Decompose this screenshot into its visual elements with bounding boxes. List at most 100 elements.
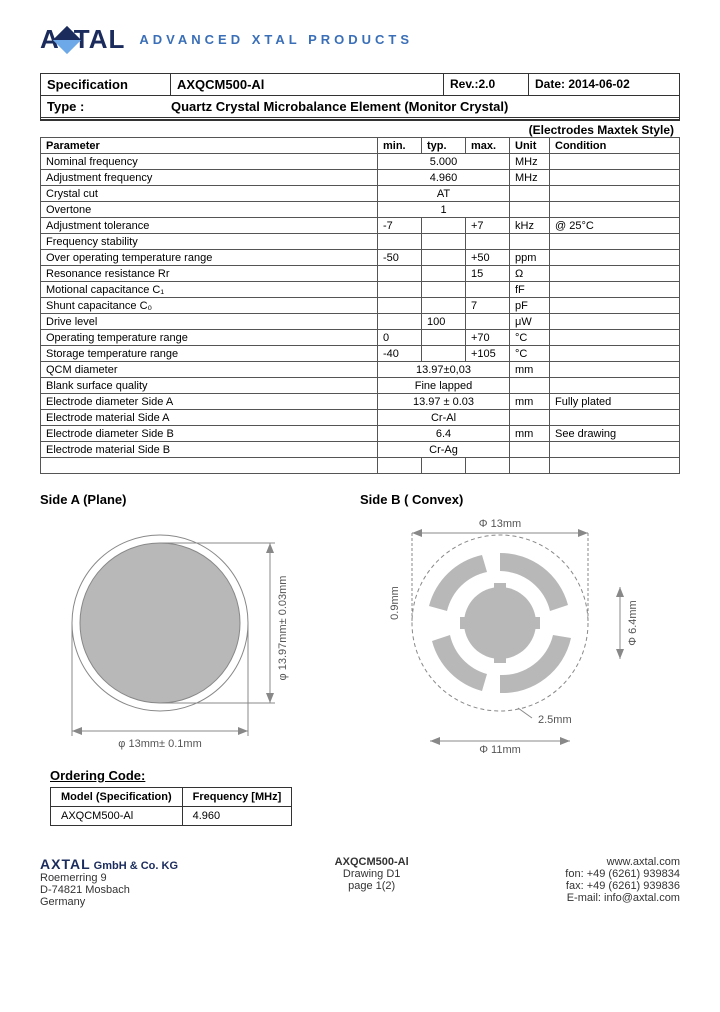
spec-model: AXQCM500-Al [171,74,444,95]
table-row: Crystal cutAT [41,186,680,202]
cell-max: 7 [466,298,510,314]
cell-param: Blank surface quality [41,378,378,394]
cell-typ: 5.000 [378,154,510,170]
cell-cond: See drawing [550,426,680,442]
cell-cond [550,458,680,474]
cell-typ [422,346,466,362]
header-row: A TAL ADVANCED XTAL PRODUCTS [40,24,680,55]
dim-b13: Φ 13mm [479,518,521,530]
cell-typ [422,298,466,314]
cell-unit: °C [510,346,550,362]
cell-param: Drive level [41,314,378,330]
cell-param: Operating temperature range [41,330,378,346]
cell-param: Electrode diameter Side A [41,394,378,410]
cell-param: Electrode diameter Side B [41,426,378,442]
cell-unit: °C [510,330,550,346]
cell-unit: mm [510,426,550,442]
table-row: Blank surface qualityFine lapped [41,378,680,394]
cell-min [378,458,422,474]
cell-typ [422,330,466,346]
table-row [41,458,680,474]
cell-cond [550,314,680,330]
cell-param: Over operating temperature range [41,250,378,266]
cell-cond [550,410,680,426]
side-b-title: Side B ( Convex) [360,492,680,507]
cell-min [378,298,422,314]
table-row: Electrode diameter Side B6.4mmSee drawin… [41,426,680,442]
th-param: Parameter [41,138,378,154]
cell-param: Crystal cut [41,186,378,202]
cell-unit [510,378,550,394]
th-min: min. [378,138,422,154]
cell-unit [510,442,550,458]
table-row: Adjustment tolerance-7+7kHz@ 25°C [41,218,680,234]
table-row: Electrode diameter Side A13.97 ± 0.03mmF… [41,394,680,410]
cell-cond [550,442,680,458]
cell-unit [510,458,550,474]
cell-max [466,234,510,250]
cell-cond: Fully plated [550,394,680,410]
cell-unit [510,410,550,426]
ordering-h2: Frequency [MHz] [182,788,292,807]
table-header-row: Parameter min. typ. max. Unit Condition [41,138,680,154]
side-a-col: Side A (Plane) φ 13.97mm± 0.03mm φ 13mm±… [40,492,340,756]
footer-fon: fon: +49 (6261) 939834 [565,868,680,880]
cell-param: Overtone [41,202,378,218]
cell-max: +50 [466,250,510,266]
table-row: Storage temperature range-40+105°C [41,346,680,362]
dim-b64: Φ 6.4mm [627,600,639,645]
table-row: Adjustment frequency4.960MHz [41,170,680,186]
footer-company: AXTAL GmbH & Co. KG [40,856,178,872]
type-row: Type : Quartz Crystal Microbalance Eleme… [41,96,679,120]
tagline: ADVANCED XTAL PRODUCTS [139,32,413,47]
th-max: max. [466,138,510,154]
spec-rev: Rev.:2.0 [444,74,529,95]
footer-right: www.axtal.com fon: +49 (6261) 939834 fax… [565,856,680,908]
footer-addr3: Germany [40,896,178,908]
cell-typ [422,266,466,282]
table-row: Nominal frequency5.000MHz [41,154,680,170]
dim-b25: 2.5mm [538,714,572,726]
ordering-model: AXQCM500-Al [51,807,183,826]
cell-typ: 4.960 [378,170,510,186]
cell-unit: Ω [510,266,550,282]
cell-unit [510,202,550,218]
cell-typ [422,282,466,298]
cell-cond [550,250,680,266]
cell-typ: Cr-Ag [378,442,510,458]
cell-cond [550,266,680,282]
diagrams-row: Side A (Plane) φ 13.97mm± 0.03mm φ 13mm±… [40,492,680,756]
dim-b11: Φ 11mm [479,744,521,753]
cell-param: Adjustment frequency [41,170,378,186]
footer-email: E-mail: info@axtal.com [565,892,680,904]
cell-max [466,314,510,330]
th-cond: Condition [550,138,680,154]
cell-unit: MHz [510,170,550,186]
cell-min [378,234,422,250]
table-row: Motional capacitance C₁fF [41,282,680,298]
cell-param: Resonance resistance Rr [41,266,378,282]
dim-a2: φ 13mm± 0.1mm [118,738,201,750]
cell-cond [550,378,680,394]
cell-typ: AT [378,186,510,202]
spec-label: Specification [41,74,171,95]
cell-param: QCM diameter [41,362,378,378]
ordering-table: Model (Specification) Frequency [MHz] AX… [50,787,292,826]
footer-page: page 1(2) [335,880,409,892]
params-table: Parameter min. typ. max. Unit Condition … [40,137,680,474]
side-a-title: Side A (Plane) [40,492,340,507]
table-row: Resonance resistance Rr15Ω [41,266,680,282]
cell-typ: Fine lapped [378,378,510,394]
footer-addr1: Roemerring 9 [40,872,178,884]
cell-unit: fF [510,282,550,298]
cell-param [41,458,378,474]
cell-param: Frequency stability [41,234,378,250]
table-row: Frequency stability [41,234,680,250]
footer-fax: fax: +49 (6261) 939836 [565,880,680,892]
cell-param: Electrode material Side B [41,442,378,458]
ordering-h1: Model (Specification) [51,788,183,807]
cell-unit: ppm [510,250,550,266]
cell-typ: 13.97 ± 0.03 [378,394,510,410]
spec-header-row: Specification AXQCM500-Al Rev.:2.0 Date:… [41,74,679,96]
page-footer: AXTAL GmbH & Co. KG Roemerring 9 D-74821… [40,856,680,908]
